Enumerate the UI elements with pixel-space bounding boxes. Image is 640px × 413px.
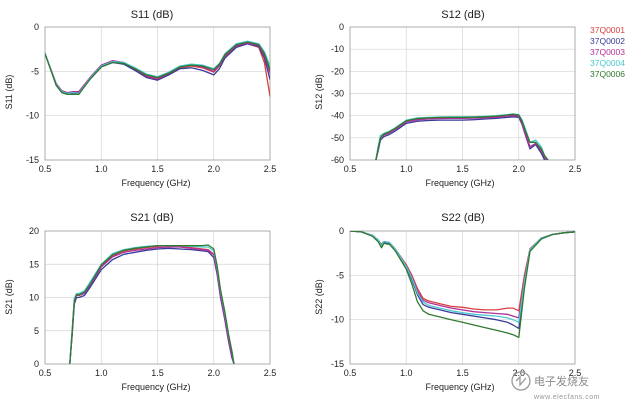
x-tick-label-s12-0: 0.5 — [344, 164, 357, 174]
y-tick-label-s12-4: -20 — [331, 66, 344, 76]
legend-item-37q0002: 37Q0002 — [590, 36, 625, 46]
series-line-s12-37q0006 — [375, 113, 549, 160]
plot-area-s22: 0.5 1.0 1.5 2.0 2.5 -15 -10 -5 0 — [331, 226, 581, 378]
x-tick-label-s12-4: 2.5 — [569, 164, 582, 174]
x-tick-label-s11-0: 0.5 — [39, 164, 52, 174]
watermark-logo-icon — [511, 371, 531, 391]
x-tick-label-s12-1: 1.0 — [400, 164, 413, 174]
x-axis-label-s22: Frequency (GHz) — [425, 382, 494, 392]
series-line-s11-37q0006 — [45, 41, 270, 96]
chart-title-s21: S21 (dB) — [130, 212, 173, 224]
chart-s21: S21 (dB) 0.5 1.0 1.5 2.0 2.5 0 5 10 15 20 Frequen… — [4, 212, 276, 392]
y-tick-label-s21-4: 20 — [29, 226, 39, 236]
plot-frame-s22 — [349, 230, 576, 365]
y-tick-label-s22-1: -10 — [331, 315, 344, 325]
watermark-text: 电子发烧友 — [534, 374, 589, 388]
series-line-s11-37q0004 — [45, 40, 270, 95]
y-tick-label-s11-0: -15 — [26, 155, 39, 165]
x-tick-label-s21-3: 2.0 — [207, 368, 220, 378]
series-line-s21-37q0003 — [69, 246, 235, 364]
x-tick-label-s11-3: 2.0 — [207, 164, 220, 174]
x-tick-label-s12-2: 1.5 — [456, 164, 469, 174]
legend-item-37q0006: 37Q0006 — [590, 69, 625, 79]
y-axis-label-s21: S21 (dB) — [4, 279, 14, 315]
x-tick-label-s21-1: 1.0 — [95, 368, 108, 378]
x-tick-label-s22-1: 1.0 — [400, 368, 413, 378]
legend-item-37q0004: 37Q0004 — [590, 58, 625, 68]
chart-s12: S12 (dB) 0.5 1.0 1.5 2.0 2.5 -60 -50 -40 -30 -20 -… — [314, 9, 581, 188]
y-tick-label-s12-0: -60 — [331, 155, 344, 165]
x-axis-label-s12: Frequency (GHz) — [425, 178, 494, 188]
series-line-s21-37q0004 — [69, 244, 235, 364]
watermark: 电子发烧友 www.elecfans.com — [511, 371, 600, 401]
y-tick-label-s21-0: 0 — [34, 359, 39, 369]
plot-frame-s21 — [44, 230, 271, 365]
series-line-s12-37q0003 — [375, 115, 549, 160]
x-tick-label-s22-3: 2.0 — [512, 368, 525, 378]
y-tick-label-s11-3: 0 — [34, 22, 39, 32]
y-tick-label-s12-6: 0 — [339, 22, 344, 32]
watermark-url: www.elecfans.com — [533, 394, 600, 401]
chart-title-s11: S11 (dB) — [131, 9, 174, 21]
legend-item-37q0001: 37Q0001 — [590, 25, 625, 35]
x-tick-label-s11-1: 1.0 — [95, 164, 108, 174]
y-tick-label-s21-1: 5 — [34, 326, 39, 336]
series-line-s22-37q0006 — [350, 231, 575, 339]
y-tick-label-s12-5: -10 — [331, 44, 344, 54]
y-tick-label-s11-2: -5 — [31, 66, 39, 76]
chart-title-s22: S22 (dB) — [441, 212, 484, 224]
y-tick-label-s22-2: -5 — [336, 270, 344, 280]
series-line-s21-37q0001 — [69, 244, 235, 364]
series-line-s21-37q0006 — [69, 244, 235, 364]
y-tick-label-s21-2: 10 — [29, 293, 39, 303]
x-tick-label-s21-2: 1.5 — [151, 368, 164, 378]
x-axis-label-s11: Frequency (GHz) — [121, 178, 190, 188]
y-tick-label-s22-0: -15 — [331, 359, 344, 369]
y-tick-label-s11-1: -10 — [26, 111, 39, 121]
y-tick-label-s12-2: -40 — [331, 111, 344, 121]
x-tick-label-s21-0: 0.5 — [39, 368, 52, 378]
x-tick-label-s11-2: 1.5 — [151, 164, 164, 174]
watermark-logo-mark — [515, 375, 527, 387]
x-tick-label-s22-2: 1.5 — [456, 368, 469, 378]
y-axis-label-s12: S12 (dB) — [314, 74, 324, 110]
plot-area-s21: 0.5 1.0 1.5 2.0 2.5 0 5 10 15 20 — [29, 226, 276, 378]
chart-s11: S11 (dB) 0.5 1.0 1.5 2.0 2.5 -15 -10 -5 0 Freque… — [4, 9, 276, 188]
y-tick-label-s12-3: -30 — [331, 89, 344, 99]
y-tick-label-s22-3: 0 — [339, 226, 344, 236]
y-axis-label-s22: S22 (dB) — [314, 279, 324, 315]
series-line-s11-37q0003 — [45, 42, 270, 94]
y-tick-label-s12-1: -50 — [331, 133, 344, 143]
x-tick-label-s11-4: 2.5 — [264, 164, 277, 174]
y-axis-label-s11: S11 (dB) — [4, 75, 14, 110]
x-tick-label-s22-4: 2.5 — [569, 368, 582, 378]
x-tick-label-s22-0: 0.5 — [344, 368, 357, 378]
chart-s22: S22 (dB) 0.5 1.0 1.5 2.0 2.5 -15 -10 -5 0 Freque… — [314, 212, 581, 392]
x-tick-label-s21-4: 2.5 — [264, 368, 277, 378]
plot-area-s11: 0.5 1.0 1.5 2.0 2.5 -15 -10 -5 0 — [26, 22, 276, 174]
y-tick-label-s21-3: 15 — [29, 259, 39, 269]
x-axis-label-s21: Frequency (GHz) — [121, 382, 190, 392]
plot-frame-s12 — [349, 26, 576, 161]
x-tick-label-s12-3: 2.0 — [512, 164, 525, 174]
plot-area-s12: 0.5 1.0 1.5 2.0 2.5 -60 -50 -40 -30 -20 -10 0 — [331, 22, 581, 174]
series-line-s12-37q0002 — [375, 116, 549, 160]
chart-title-s12: S12 (dB) — [441, 9, 484, 21]
series-line-s11-37q0002 — [45, 43, 270, 96]
legend-item-37q0003: 37Q0003 — [590, 47, 625, 57]
series-line-s21-37q0002 — [69, 247, 235, 364]
